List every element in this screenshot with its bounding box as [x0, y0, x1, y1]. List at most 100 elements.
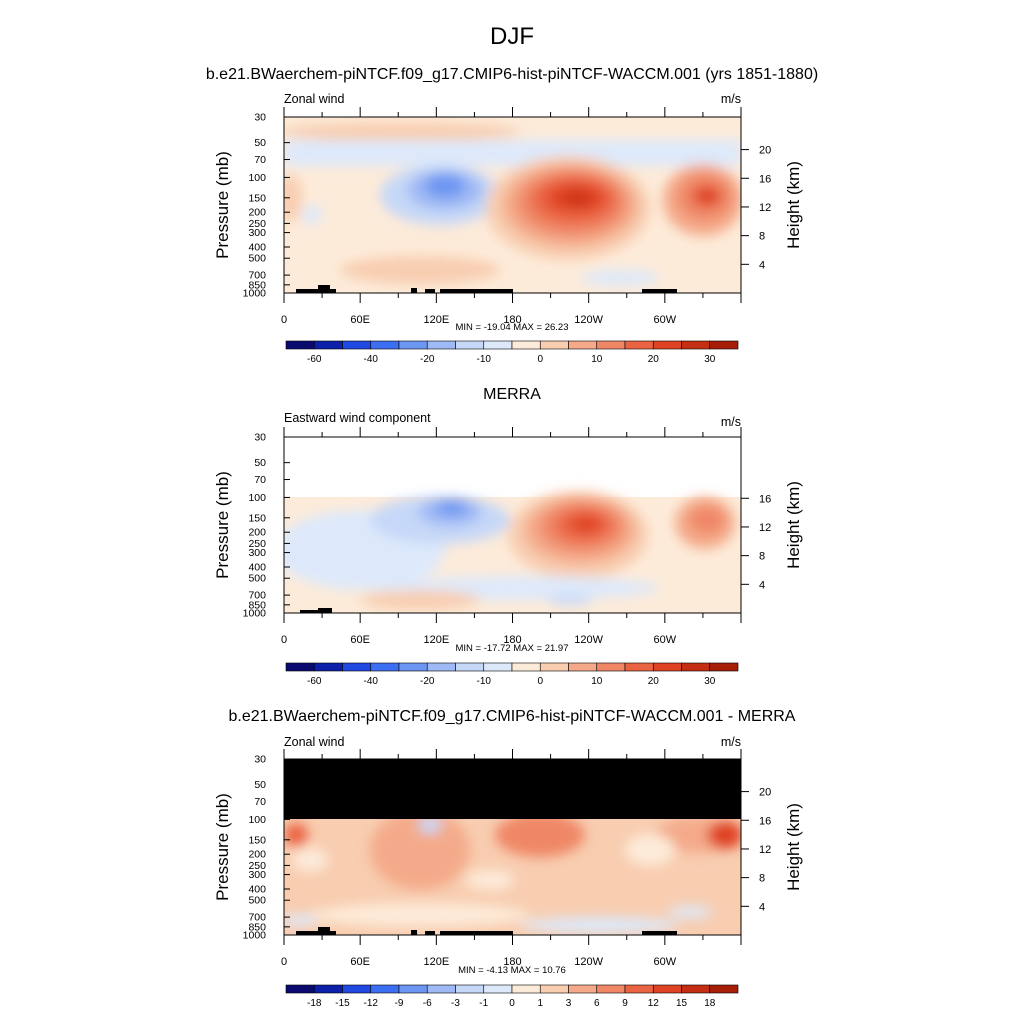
colorbar-label: 10	[591, 354, 603, 365]
colorbar-label: -12	[364, 998, 379, 1009]
y-tick-label: 500	[248, 573, 266, 585]
colorbar-label: 9	[622, 998, 628, 1009]
x-tick-label: 0	[281, 956, 287, 968]
colorbar-box	[455, 662, 485, 672]
panel-title: MERRA	[483, 386, 541, 403]
colorbar-box	[652, 984, 682, 994]
y-tick-label: 30	[254, 112, 266, 124]
colorbar-box	[709, 340, 739, 350]
figure-title: DJF	[490, 23, 534, 50]
panel-merra: MERRA Eastward wind component m/s	[213, 386, 803, 687]
y-tick-label: 50	[254, 457, 266, 469]
colorbar-box	[624, 662, 654, 672]
x-tick-label: 60W	[654, 314, 677, 326]
x-tick-label: 0	[281, 314, 287, 326]
colorbar-label: -40	[364, 354, 379, 365]
x-tick-label: 120W	[574, 956, 603, 968]
y-tick-label: 200	[248, 207, 266, 219]
y-tick-label: 300	[248, 547, 266, 559]
panel-title: b.e21.BWaerchem-piNTCF.f09_g17.CMIP6-his…	[206, 66, 818, 83]
y-right-tick-label: 20	[759, 145, 771, 157]
y-right-tick-label: 8	[759, 231, 765, 243]
colorbar-box	[313, 984, 343, 994]
y-axis-label: Pressure (mb)	[213, 151, 232, 259]
colorbar-label: 10	[591, 676, 603, 687]
y-axis-right-label: Height (km)	[784, 161, 803, 249]
colorbar-label: -60	[307, 354, 322, 365]
colorbar-box	[455, 340, 485, 350]
x-tick-label: 0	[281, 634, 287, 646]
colorbar-box	[370, 662, 400, 672]
x-tick-label: 120E	[423, 956, 449, 968]
colorbar-box	[483, 662, 513, 672]
heatmap-field	[284, 117, 741, 293]
colorbar-label: 30	[704, 676, 716, 687]
colorbar-label: -15	[335, 998, 350, 1009]
colorbar-label: 15	[676, 998, 688, 1009]
y-tick-label: 100	[248, 814, 266, 826]
y-right-tick-label: 16	[759, 493, 771, 505]
heatmap-field	[284, 759, 741, 935]
x-tick-label: 180	[503, 956, 521, 968]
y-tick-label: 250	[248, 860, 266, 872]
y-tick-label: 70	[254, 796, 266, 808]
colorbar-label: -20	[420, 676, 435, 687]
colorbar-box	[342, 984, 372, 994]
colorbar-label: 20	[648, 354, 660, 365]
y-axis-right-label: Height (km)	[784, 803, 803, 891]
colorbar-label: -20	[420, 354, 435, 365]
y-right-tick-label: 12	[759, 844, 771, 856]
y-tick-label: 400	[248, 884, 266, 896]
y-tick-label: 70	[254, 474, 266, 486]
y-tick-label: 30	[254, 754, 266, 766]
y-tick-label: 400	[248, 562, 266, 574]
colorbar-label: 6	[594, 998, 600, 1009]
y-tick-label: 150	[248, 834, 266, 846]
units-label: m/s	[721, 415, 741, 429]
colorbar-box	[539, 662, 569, 672]
colorbar-box	[624, 984, 654, 994]
y-tick-label: 400	[248, 242, 266, 254]
y-tick-label: 250	[248, 218, 266, 230]
left-label: Zonal wind	[284, 92, 344, 106]
y-right-tick-label: 20	[759, 787, 771, 799]
stats-text: MIN = -19.04 MAX = 26.23	[455, 322, 568, 333]
colorbar-box	[426, 984, 456, 994]
colorbar-box	[596, 340, 626, 350]
colorbar-box	[426, 340, 456, 350]
colorbar-box	[455, 984, 485, 994]
colorbar-box	[342, 340, 372, 350]
panel-title: b.e21.BWaerchem-piNTCF.f09_g17.CMIP6-his…	[229, 708, 796, 725]
colorbar-label: 0	[537, 676, 543, 687]
colorbar-label: 1	[537, 998, 543, 1009]
y-right-tick-label: 16	[759, 815, 771, 827]
units-label: m/s	[721, 735, 741, 749]
colorbar-box	[681, 340, 711, 350]
y-tick-label: 700	[248, 590, 266, 602]
colorbar-label: 0	[509, 998, 515, 1009]
y-right-tick-label: 12	[759, 522, 771, 534]
colorbar-box	[511, 984, 541, 994]
colorbar-box	[483, 984, 513, 994]
colorbar-label: 18	[704, 998, 716, 1009]
colorbar-box	[596, 662, 626, 672]
colorbar-label: -40	[364, 676, 379, 687]
heatmap-field	[284, 437, 741, 613]
y-axis-label: Pressure (mb)	[213, 471, 232, 579]
y-tick-label: 1000	[243, 608, 267, 620]
y-right-tick-label: 8	[759, 873, 765, 885]
stats-text: MIN = -4.13 MAX = 10.76	[458, 965, 566, 976]
y-tick-label: 150	[248, 192, 266, 204]
y-tick-label: 700	[248, 912, 266, 924]
colorbar-label: 0	[537, 354, 543, 365]
colorbar-box	[681, 662, 711, 672]
y-tick-label: 1000	[243, 930, 267, 942]
colorbar-label: 20	[648, 676, 660, 687]
y-tick-label: 850	[248, 921, 266, 933]
colorbar-box	[652, 662, 682, 672]
stats-text: MIN = -17.72 MAX = 21.97	[455, 643, 568, 654]
colorbar-box	[539, 984, 569, 994]
y-tick-label: 30	[254, 432, 266, 444]
colorbar-box	[709, 984, 739, 994]
x-tick-label: 120E	[423, 314, 449, 326]
